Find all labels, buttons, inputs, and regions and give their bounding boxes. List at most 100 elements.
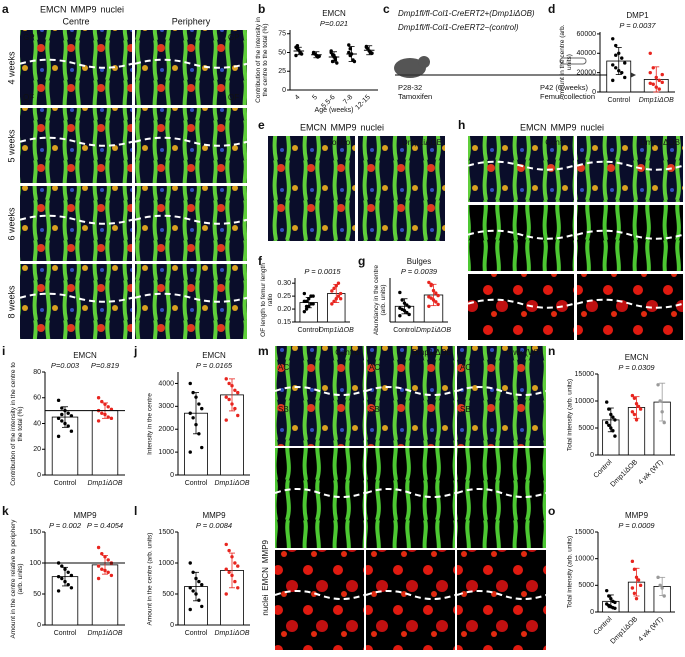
x-tick-label: Control	[54, 480, 77, 487]
data-point	[632, 591, 637, 596]
data-point	[623, 75, 627, 80]
y-axis-label: Intensity in the centre	[146, 392, 154, 455]
x-tick-label: 12-15	[354, 94, 372, 112]
region-label: GP	[23, 33, 35, 42]
region-label: AC	[278, 363, 289, 372]
y-axis-label: Contribution of the intensity in the cen…	[255, 17, 269, 103]
panel-label: k	[2, 504, 9, 518]
region-label: OF	[23, 93, 34, 102]
micrograph	[275, 346, 364, 446]
chart-title: MMP9	[625, 511, 649, 520]
data-point	[60, 412, 64, 417]
data-point	[620, 70, 624, 75]
column-label: Dmp1iΔOB	[412, 348, 452, 357]
data-point	[233, 406, 237, 411]
data-point	[611, 415, 615, 419]
y-tick-label: 1000	[158, 449, 174, 456]
y-axis-label: Contribution of the intensity in the cen…	[10, 361, 24, 486]
y-tick-label: 15000	[575, 371, 595, 378]
data-point	[407, 312, 411, 317]
region-label: SB	[369, 405, 380, 414]
data-point	[605, 400, 609, 404]
y-tick-label: 80	[33, 369, 41, 376]
y-axis-label: Amount in the centre (arb. units)	[146, 532, 154, 625]
data-point	[96, 396, 101, 400]
data-point	[200, 445, 204, 450]
data-point	[200, 604, 204, 609]
p-value: P = 0.002	[49, 521, 82, 530]
data-point	[224, 542, 228, 547]
legend-entry: MMP9	[261, 539, 270, 563]
data-point	[302, 309, 307, 314]
boundary-line	[365, 386, 456, 396]
bar	[91, 410, 119, 476]
data-point	[236, 413, 240, 418]
x-tick-label: Control	[54, 630, 77, 637]
y-tick-label: 0	[37, 622, 41, 629]
micrograph	[457, 346, 546, 446]
y-tick-label: 0.20	[277, 306, 291, 313]
data-point	[335, 61, 339, 65]
data-point	[648, 70, 652, 75]
data-point	[436, 302, 440, 307]
y-tick-label: 40	[33, 420, 41, 427]
data-point	[620, 56, 624, 60]
boundary-line	[456, 488, 547, 498]
data-point	[611, 63, 615, 67]
boundary-line	[576, 229, 684, 240]
data-point	[632, 412, 637, 417]
data-point	[407, 305, 411, 309]
data-point	[311, 302, 315, 306]
x-axis-label: Age (weeks)	[315, 107, 354, 114]
micrograph	[577, 205, 683, 271]
chart-title: EMCN	[202, 351, 226, 360]
data-point	[69, 586, 74, 590]
p-value: P = 0.0084	[196, 521, 232, 530]
mouse-diagram	[394, 56, 636, 78]
boundary-line	[467, 229, 575, 240]
data-point	[636, 578, 641, 582]
data-point	[227, 397, 231, 402]
y-tick-label: 500	[162, 591, 174, 598]
micrograph	[135, 186, 247, 261]
data-point	[330, 302, 334, 306]
region-label: AC	[369, 363, 380, 372]
legend-entry: MMP9	[331, 122, 357, 132]
y-tick-label: 0	[170, 622, 174, 629]
data-point	[329, 49, 333, 53]
data-point	[197, 579, 201, 584]
data-point	[332, 299, 336, 303]
micrograph	[268, 136, 355, 241]
genotype: Dmp1fl/fl-Col1-CreERT2−(control)	[398, 23, 519, 32]
micrograph	[20, 30, 132, 105]
data-point	[648, 51, 652, 55]
data-point	[224, 418, 228, 422]
data-point	[188, 411, 192, 415]
micrograph	[275, 550, 364, 650]
x-tick-label: Control	[185, 480, 208, 487]
data-point	[236, 390, 240, 395]
data-point	[294, 53, 298, 58]
p-value: P = 0.0039	[401, 267, 438, 276]
data-point	[656, 383, 660, 387]
data-point	[398, 290, 402, 295]
panel-label: a	[2, 2, 9, 16]
data-point	[634, 418, 639, 422]
y-tick-label: 50	[278, 49, 286, 56]
region-label: GP	[228, 33, 240, 42]
chart-title: MMP9	[73, 511, 97, 520]
p-value: P = 0.0165	[196, 361, 233, 370]
data-point	[191, 416, 195, 420]
y-axis-label: Amount in the centre relative to periphe…	[10, 519, 24, 638]
data-point	[660, 80, 664, 85]
p-value: P=0.819	[91, 361, 120, 370]
y-tick-label: 60000	[577, 31, 597, 38]
micrograph	[366, 550, 455, 650]
data-point	[100, 399, 104, 404]
data-point	[613, 434, 617, 438]
data-point	[304, 299, 309, 303]
data-point	[236, 586, 240, 590]
data-point	[330, 289, 334, 293]
micrograph	[358, 136, 445, 241]
data-point	[60, 406, 64, 410]
